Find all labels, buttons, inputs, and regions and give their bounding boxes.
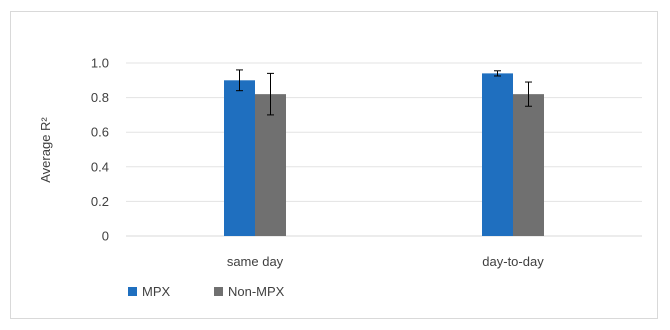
legend: MPX Non-MPX <box>128 284 285 299</box>
legend-item: Non-MPX <box>214 284 285 299</box>
y-tick-label: 0 <box>102 229 109 244</box>
y-tick-label: 0.2 <box>91 194 109 209</box>
bars <box>224 73 544 236</box>
y-tick-label: 1.0 <box>91 56 109 71</box>
error-bar <box>267 72 274 116</box>
error-bars <box>236 69 532 116</box>
chart-frame <box>10 11 658 319</box>
bar-mpx-1 <box>482 73 513 236</box>
category-label: day-to-day <box>482 254 544 269</box>
bar-mpx-0 <box>224 80 255 236</box>
category-label: same day <box>227 254 284 269</box>
legend-item: MPX <box>128 284 171 299</box>
category-labels: same day day-to-day <box>227 254 544 269</box>
y-tick-labels: 0 0.2 0.4 0.6 0.8 1.0 <box>91 56 109 244</box>
error-bar <box>236 69 243 92</box>
y-axis-title: Average R² <box>38 117 53 183</box>
legend-label: MPX <box>142 284 171 299</box>
error-bar <box>525 81 532 107</box>
y-tick-label: 0.6 <box>91 125 109 140</box>
legend-label: Non-MPX <box>228 284 285 299</box>
bar-non-mpx-1 <box>513 94 544 236</box>
legend-swatch <box>214 287 223 296</box>
y-tick-label: 0.4 <box>91 159 109 174</box>
legend-swatch <box>128 287 137 296</box>
bar-non-mpx-0 <box>255 94 286 236</box>
error-bar <box>494 70 501 77</box>
gridlines <box>126 62 642 237</box>
y-tick-label: 0.8 <box>91 90 109 105</box>
